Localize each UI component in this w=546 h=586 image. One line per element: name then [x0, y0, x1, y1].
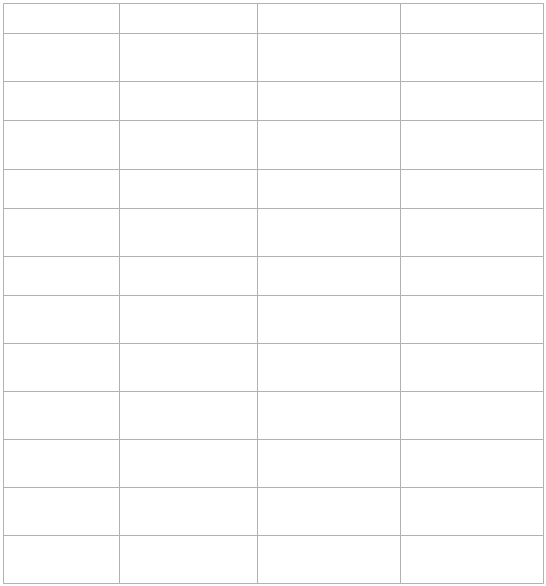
- Text: 0.017 mass%: 0.017 mass%: [279, 180, 378, 196]
- Text: human abundance: human abundance: [9, 268, 147, 283]
- Text: $1\times10^{-4}$ mass%: $1\times10^{-4}$ mass%: [269, 48, 388, 67]
- Text: 0.021 mol%: 0.021 mol%: [284, 551, 372, 567]
- Text: $9.9\times10^{-4}$ mol%: $9.9\times10^{-4}$ mol%: [127, 357, 249, 376]
- Text: crust abundance: crust abundance: [9, 180, 133, 196]
- Text: 0.016 mol%: 0.016 mol%: [284, 407, 372, 423]
- Text: $7\times10^{-6}$ mol%: $7\times10^{-6}$ mol%: [417, 406, 526, 424]
- Text: $1\times10^{-6}$ mass%: $1\times10^{-6}$ mass%: [412, 48, 531, 67]
- Text: 0.0033 mass%: 0.0033 mass%: [418, 180, 526, 196]
- Text: $2\times10^{-9}$ mol%: $2\times10^{-9}$ mol%: [417, 357, 526, 376]
- Text: ocean molar
abundance: ocean molar abundance: [9, 446, 100, 480]
- Text: $5\times10^{-5}$ mass%: $5\times10^{-5}$ mass%: [412, 135, 531, 154]
- Text: 0.0099 mol%: 0.0099 mol%: [280, 503, 377, 519]
- Text: $3\times10^{-7}$ mass%: $3\times10^{-7}$ mass%: [412, 91, 531, 110]
- Text: $8\times10^{-4}$ mass%: $8\times10^{-4}$ mass%: [269, 91, 388, 110]
- Text: 0.002 mol%: 0.002 mol%: [144, 311, 232, 326]
- Text: 2 mass%: 2 mass%: [295, 224, 361, 239]
- Text: crust molar
abundance: crust molar abundance: [9, 494, 93, 528]
- Text: sulfur: sulfur: [166, 11, 210, 26]
- Text: solar abundance: solar abundance: [9, 93, 132, 108]
- Text: universe molar
abundance: universe molar abundance: [9, 302, 120, 336]
- Text: $1.2\times10^{-11}$ mol%: $1.2\times10^{-11}$ mol%: [407, 454, 536, 472]
- Text: $3\times10^{-5}$ mol%: $3\times10^{-5}$ mol%: [274, 357, 383, 376]
- Text: 0.35 mol%: 0.35 mol%: [289, 455, 367, 471]
- Text: meteorite
abundance: meteorite abundance: [9, 128, 91, 161]
- Text: universe
abundance: universe abundance: [9, 40, 91, 74]
- Text: 0.027 mol%: 0.027 mol%: [144, 503, 232, 519]
- Text: 0.042 mass%: 0.042 mass%: [138, 180, 238, 196]
- Text: 2.2 mol%: 2.2 mol%: [153, 407, 222, 423]
- Text: 0.039 mol%: 0.039 mol%: [144, 551, 232, 567]
- Text: ocean abundance: ocean abundance: [9, 224, 140, 239]
- Text: $4\times10^{-6}$ mol%: $4\times10^{-6}$ mol%: [274, 309, 383, 328]
- Text: 0.2 mass%: 0.2 mass%: [147, 268, 228, 283]
- Text: 0.04 mass%: 0.04 mass%: [143, 93, 233, 108]
- Text: 0.037 mass%: 0.037 mass%: [279, 137, 378, 152]
- Text: $4.8\times10^{-4}$ mol%: $4.8\times10^{-4}$ mol%: [411, 502, 533, 520]
- Text: meteorite molar
abundance: meteorite molar abundance: [9, 398, 128, 432]
- Text: chlorine: chlorine: [298, 11, 359, 26]
- Text: 0.093 mass%: 0.093 mass%: [138, 224, 238, 239]
- Text: solar molar
abundance: solar molar abundance: [9, 350, 92, 384]
- Text: neodymium: neodymium: [426, 11, 517, 26]
- Text: 4 mass%: 4 mass%: [155, 137, 221, 152]
- Text: human molar
abundance: human molar abundance: [9, 542, 108, 576]
- Text: 0.12 mass%: 0.12 mass%: [283, 268, 373, 283]
- Text: $9\times10^{-9}$ mol%: $9\times10^{-9}$ mol%: [417, 309, 526, 328]
- Text: 0.05 mass%: 0.05 mass%: [143, 50, 233, 65]
- Text: $2.8\times10^{-10}$ mass%: $2.8\times10^{-10}$ mass%: [402, 222, 542, 241]
- Text: 0.018 mol%: 0.018 mol%: [144, 455, 232, 471]
